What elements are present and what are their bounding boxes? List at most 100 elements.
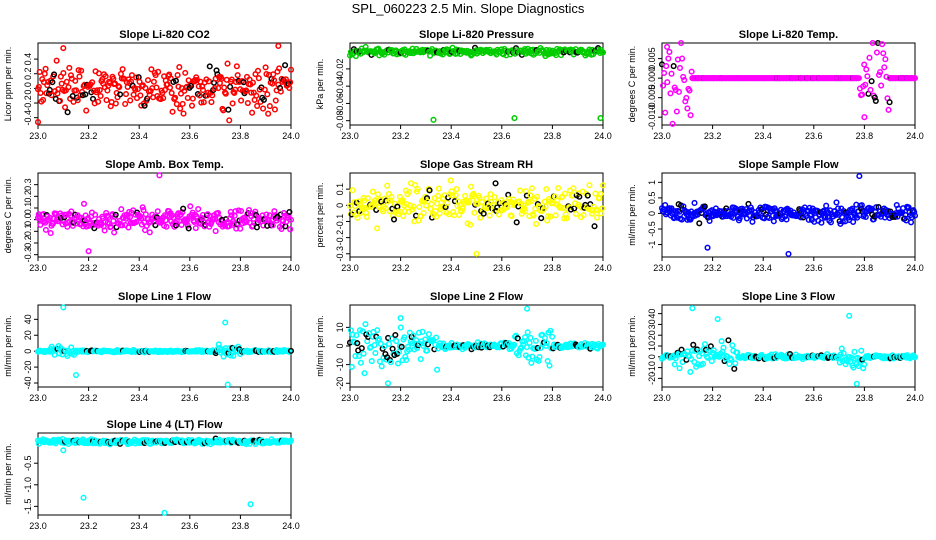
x-tick-label: 23.0: [29, 131, 47, 141]
data-point: [599, 182, 607, 189]
data-point: [372, 349, 379, 357]
data-point: [231, 212, 238, 219]
y-tick-label: -1.0: [23, 477, 33, 493]
data-point: [521, 334, 529, 341]
x-tick-label: 23.6: [181, 393, 199, 403]
data-point: [567, 206, 574, 213]
data-point: [598, 210, 605, 217]
panel-title: Slope Gas Stream RH: [420, 159, 533, 171]
data-point: [676, 365, 683, 372]
data-point: [486, 212, 493, 219]
data-point: [118, 206, 125, 213]
data-point: [287, 226, 294, 233]
data-point: [234, 72, 241, 79]
data-point: [476, 194, 483, 201]
data-point-outlier: [80, 494, 87, 501]
data-point: [716, 75, 723, 82]
data-point: [797, 214, 804, 221]
data-point: [676, 64, 684, 72]
x-tick-label: 23.4: [130, 521, 148, 531]
data-point: [36, 68, 43, 75]
x-tick-label: 23.0: [29, 521, 47, 531]
data-point: [372, 197, 379, 204]
data-point: [563, 215, 570, 222]
data-point: [423, 195, 431, 202]
y-tick-label: -1: [647, 241, 657, 249]
data-point: [206, 63, 213, 70]
data-point: [584, 192, 591, 199]
data-point: [416, 203, 423, 211]
data-point: [119, 222, 126, 229]
data-point: [536, 353, 543, 361]
data-point: [841, 75, 848, 82]
data-point: [521, 205, 528, 212]
panel-title: Slope Li-820 CO2: [119, 29, 209, 41]
data-point: [392, 331, 399, 339]
data-point: [810, 75, 817, 82]
data-point: [873, 49, 880, 56]
y-tick-label: 20: [23, 330, 33, 340]
data-point: [205, 78, 212, 85]
data-point: [384, 182, 391, 189]
data-point: [169, 108, 176, 115]
data-point: [718, 338, 725, 345]
data-point: [287, 216, 295, 223]
y-tick-label: -0.08: [335, 110, 345, 131]
data-point: [403, 356, 410, 364]
data-point: [451, 198, 458, 205]
data-point: [873, 204, 880, 211]
data-point: [571, 205, 578, 212]
data-point: [898, 75, 905, 82]
data-point: [801, 75, 808, 82]
x-tick-label: 23.4: [442, 393, 460, 403]
data-point: [666, 48, 673, 55]
y-tick-label: -10: [647, 361, 657, 374]
y-tick-label: 0: [647, 354, 657, 359]
data-point: [64, 109, 71, 116]
data-point: [903, 217, 910, 224]
data-point: [361, 370, 368, 377]
data-point-outlier: [60, 45, 67, 52]
data-point: [227, 83, 234, 90]
data-point: [78, 67, 85, 74]
data-point: [231, 89, 238, 97]
data-point: [699, 360, 707, 367]
data-points: [34, 435, 295, 516]
data-point: [867, 86, 874, 93]
data-point: [529, 353, 536, 360]
data-point: [245, 210, 252, 217]
data-point: [832, 75, 839, 82]
data-point: [161, 86, 168, 93]
y-tick-label: 0.5: [647, 192, 657, 205]
data-point: [414, 345, 421, 352]
data-point: [685, 209, 692, 216]
data-point: [713, 75, 720, 82]
data-point-outlier: [511, 115, 518, 122]
data-point: [732, 360, 739, 367]
data-point: [892, 75, 899, 82]
data-point: [369, 188, 376, 195]
x-tick-label: 23.0: [653, 131, 671, 141]
data-point: [49, 79, 56, 86]
data-point: [868, 78, 875, 85]
data-point: [387, 197, 394, 204]
data-point: [189, 95, 196, 102]
data-point: [673, 108, 680, 115]
data-point: [65, 84, 72, 91]
data-point: [743, 75, 751, 82]
data-point: [59, 221, 66, 228]
data-point: [449, 192, 456, 199]
data-point: [725, 75, 732, 82]
data-point: [661, 69, 668, 77]
data-point: [73, 87, 80, 94]
data-point-outlier: [785, 250, 792, 257]
x-tick-label: 23.4: [130, 263, 148, 273]
data-point: [665, 55, 672, 62]
data-point: [141, 102, 148, 109]
data-point: [684, 105, 691, 112]
data-point: [736, 215, 743, 222]
data-point: [591, 223, 598, 230]
data-point: [886, 99, 893, 106]
x-tick-label: 23.2: [704, 263, 722, 273]
y-tick-label: -0.4: [23, 110, 33, 126]
